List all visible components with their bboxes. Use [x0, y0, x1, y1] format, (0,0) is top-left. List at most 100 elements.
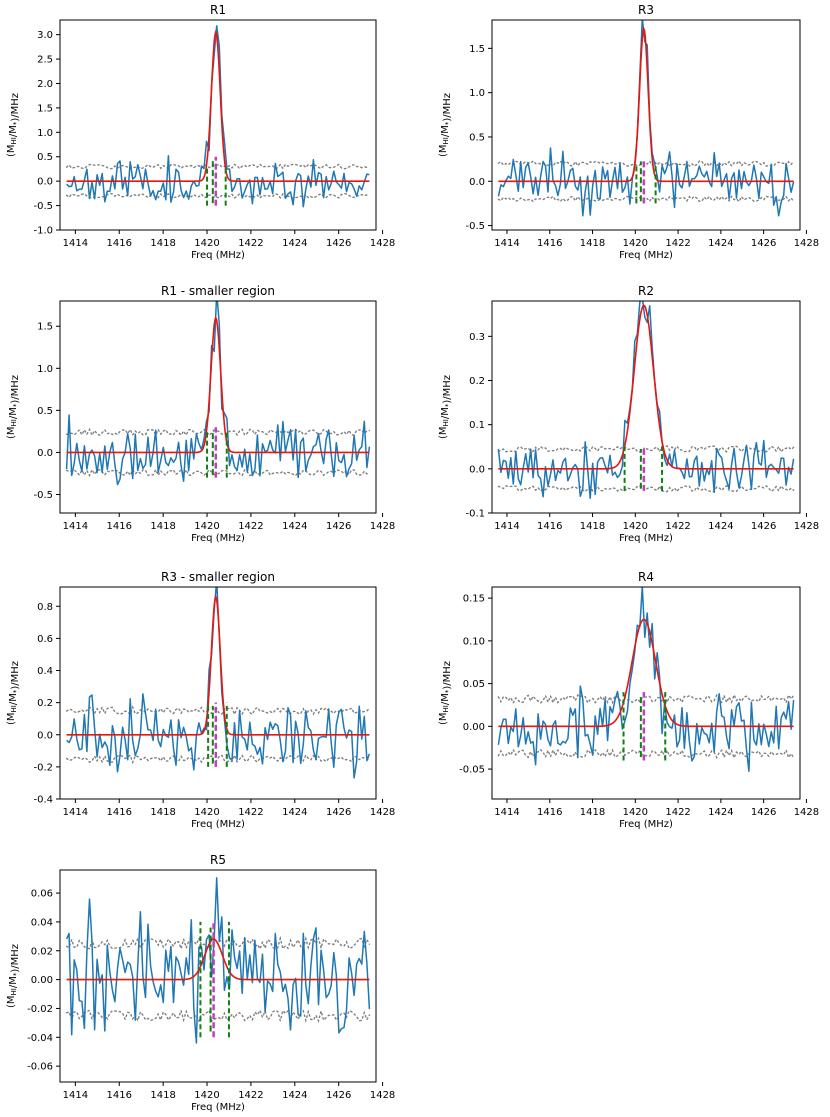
plot-area	[497, 20, 795, 217]
noise-lower-line	[497, 748, 795, 760]
data-series-line	[65, 877, 371, 1044]
x-tick-label: 1420	[623, 807, 648, 818]
y-tick-label: 0.0	[37, 177, 53, 188]
noise-lower-line	[65, 468, 371, 478]
x-tick-label: 1424	[282, 807, 307, 818]
chart-panel-3: 1414 1416 1418 1420 1422 1424 1426 1428 -0.5 0.0 0…	[6, 284, 395, 544]
y-tick-label: 0.04	[31, 917, 53, 928]
axes-frame	[59, 869, 377, 1083]
x-tick-label: 1416	[537, 238, 562, 249]
data-series-line	[497, 301, 795, 500]
x-tick-label: 1422	[665, 238, 690, 249]
y-tick-label: 1.5	[37, 103, 53, 114]
y-tick-label: 0.06	[31, 889, 53, 900]
x-tick-label: 1422	[238, 807, 263, 818]
data-series-line	[66, 25, 370, 208]
y-tick-label: 1.0	[37, 128, 53, 139]
x-tick-label: 1420	[623, 521, 648, 532]
y-tick-label: 0.2	[37, 698, 53, 709]
y-axis-label: (MHI/M*)/MHz	[438, 93, 453, 157]
y-tick-label: -0.06	[27, 1062, 53, 1073]
plot-area	[65, 877, 371, 1044]
chart-panel-4: 1414 1416 1418 1420 1422 1424 1426 1428 -0.1 0.0 0…	[438, 284, 819, 544]
y-tick-label: -0.4	[33, 795, 53, 806]
y-tick-label: 1.5	[37, 322, 53, 333]
chart-panel-2: 1414 1416 1418 1420 1422 1424 1426 1428 -0.5 0.0 0…	[438, 3, 819, 261]
x-tick-label: 1422	[238, 1090, 263, 1101]
y-tick-label: 0.0	[37, 448, 53, 459]
noise-upper-line	[65, 163, 371, 170]
x-axis-label: Freq (MHz)	[619, 533, 673, 544]
data-series-line	[497, 587, 795, 772]
y-tick-label: 0.02	[31, 946, 53, 957]
y-tick-label: 2.5	[37, 55, 53, 66]
chart-title: R3	[638, 3, 654, 17]
x-tick-label: 1424	[282, 1090, 307, 1101]
x-tick-label: 1420	[194, 1090, 219, 1101]
chart-panel-1: 1414 1416 1418 1420 1422 1424 1426 1428 -1.0 -0.5…	[6, 3, 395, 261]
y-axis-label: (MHI/M*)/MHz	[438, 375, 453, 439]
x-tick-label: 1428	[794, 807, 819, 818]
noise-upper-line	[497, 445, 795, 454]
plot-area	[65, 301, 371, 486]
y-axis-label: (MHI/M*)/MHz	[6, 661, 21, 725]
axes-frame	[491, 300, 801, 514]
noise-lower-line	[65, 192, 371, 200]
x-tick-label: 1426	[326, 238, 351, 249]
noise-upper-line	[497, 159, 795, 168]
x-tick-label: 1416	[107, 238, 132, 249]
noise-lower-line	[497, 195, 795, 203]
noise-upper-line	[497, 692, 795, 705]
axes-frame	[491, 19, 801, 231]
y-tick-label: 0.5	[37, 406, 53, 417]
x-axis-label: Freq (MHz)	[191, 533, 245, 544]
x-tick-label: 1414	[63, 521, 88, 532]
x-tick-label: 1418	[580, 238, 605, 249]
x-tick-label: 1414	[63, 1090, 88, 1101]
y-tick-label: 0.1	[469, 420, 485, 431]
noise-upper-line	[65, 427, 371, 437]
y-tick-label: 1.5	[469, 44, 485, 55]
x-tick-label: 1422	[665, 807, 690, 818]
axes-frame	[491, 586, 801, 800]
y-axis-label: (MHI/M*)/MHz	[6, 944, 21, 1008]
x-tick-label: 1418	[150, 807, 175, 818]
plot-area	[65, 587, 371, 779]
y-tick-label: 0.5	[37, 152, 53, 163]
x-tick-label: 1428	[794, 521, 819, 532]
y-tick-label: -1.0	[33, 226, 53, 237]
y-tick-label: -0.04	[27, 1033, 53, 1044]
x-tick-label: 1428	[370, 238, 395, 249]
fit-line	[498, 26, 794, 183]
x-axis-label: Freq (MHz)	[619, 819, 673, 830]
y-tick-label: 0.8	[37, 602, 53, 613]
axes-frame	[59, 300, 377, 514]
x-tick-label: 1418	[150, 521, 175, 532]
fit-line	[66, 315, 370, 454]
y-tick-label: -0.2	[33, 762, 53, 773]
fit-line	[66, 594, 370, 736]
y-tick-label: 0.3	[469, 332, 485, 343]
y-tick-label: 0.4	[37, 666, 53, 677]
y-tick-label: -0.05	[459, 765, 485, 776]
chart-title: R5	[210, 853, 226, 867]
y-tick-label: 0.10	[463, 636, 485, 647]
x-tick-label: 1420	[194, 807, 219, 818]
x-tick-label: 1418	[580, 807, 605, 818]
noise-upper-line	[65, 705, 371, 717]
x-axis-label: Freq (MHz)	[191, 250, 245, 261]
x-tick-label: 1414	[494, 238, 519, 249]
x-tick-label: 1422	[665, 521, 690, 532]
y-tick-label: 0.6	[37, 634, 53, 645]
x-tick-label: 1424	[708, 238, 733, 249]
x-tick-label: 1426	[751, 521, 776, 532]
fit-line	[498, 304, 794, 470]
y-tick-label: 0.00	[31, 975, 53, 986]
y-tick-label: 0.05	[463, 679, 485, 690]
y-tick-label: 0.5	[469, 132, 485, 143]
x-tick-label: 1416	[107, 521, 132, 532]
noise-lower-line	[65, 753, 371, 765]
x-tick-label: 1424	[708, 521, 733, 532]
axes-frame	[59, 586, 377, 800]
chart-title: R4	[638, 570, 654, 584]
